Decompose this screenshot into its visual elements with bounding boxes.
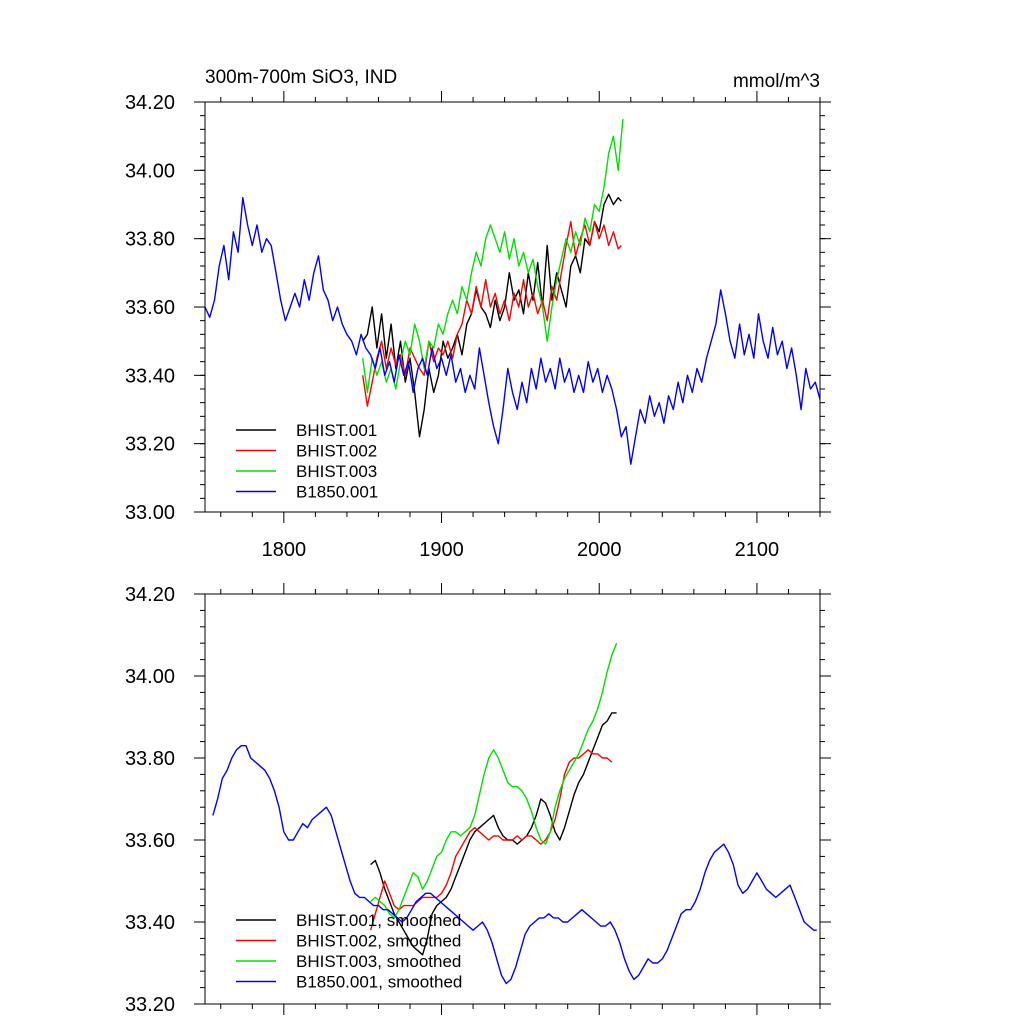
- y-tick-label: 33.40: [125, 912, 175, 934]
- legend-label: BHIST.002: [296, 442, 377, 461]
- legend-label: BHIST.001, smoothed: [296, 911, 461, 930]
- series-group: [205, 119, 820, 465]
- y-tick-label: 33.80: [125, 748, 175, 770]
- series-group: [212, 642, 817, 985]
- x-tick-label: 1800: [262, 539, 307, 561]
- y-tick-label: 34.20: [125, 92, 175, 114]
- y-tick-label: 33.60: [125, 297, 175, 319]
- series-line: [370, 642, 618, 919]
- series-line: [362, 119, 624, 394]
- y-tick-label: 33.60: [125, 830, 175, 852]
- plot-frame: [204, 593, 821, 1005]
- legend-label: BHIST.003: [296, 462, 377, 481]
- series-line: [370, 712, 617, 956]
- legend-label: BHIST.002, smoothed: [296, 932, 461, 951]
- series-line: [212, 745, 817, 985]
- y-tick-label: 33.40: [125, 365, 175, 387]
- series-line: [205, 197, 820, 465]
- legend-label: BHIST.001: [296, 421, 377, 440]
- y-tick-label: 33.20: [125, 994, 175, 1016]
- top-panel: 1800 1900 2000 2100 33.00 33.20 33.40 33.60 33.8…: [125, 67, 831, 561]
- x-tick-label: 2000: [577, 539, 622, 561]
- y-tick-label: 33.00: [125, 502, 175, 524]
- bottom-panel: 33.20 33.40 33.60 33.80 34.00 34.20 BHIST.001,…: [125, 583, 831, 1016]
- units-label: mmol/m^3: [733, 71, 820, 92]
- y-tick-label: 33.80: [125, 229, 175, 251]
- y-tick-label: 34.00: [125, 160, 175, 182]
- legend-label: B1850.001: [296, 483, 378, 502]
- series-line: [362, 220, 622, 407]
- legend: BHIST.001, smoothed BHIST.002, smoothedBH…: [236, 911, 462, 992]
- x-tick-label: 1900: [419, 539, 464, 561]
- y-tick-label: 34.20: [125, 584, 175, 606]
- x-tick-label: 2100: [735, 539, 780, 561]
- legend-label: BHIST.003, smoothed: [296, 952, 461, 971]
- y-tick-label: 34.00: [125, 666, 175, 688]
- y-tick-label: 33.20: [125, 434, 175, 456]
- series-line: [362, 193, 622, 438]
- legend-label: B1850.001, smoothed: [296, 973, 462, 992]
- chart-title: 300m-700m SiO3, IND: [205, 67, 397, 88]
- series-line: [369, 749, 613, 931]
